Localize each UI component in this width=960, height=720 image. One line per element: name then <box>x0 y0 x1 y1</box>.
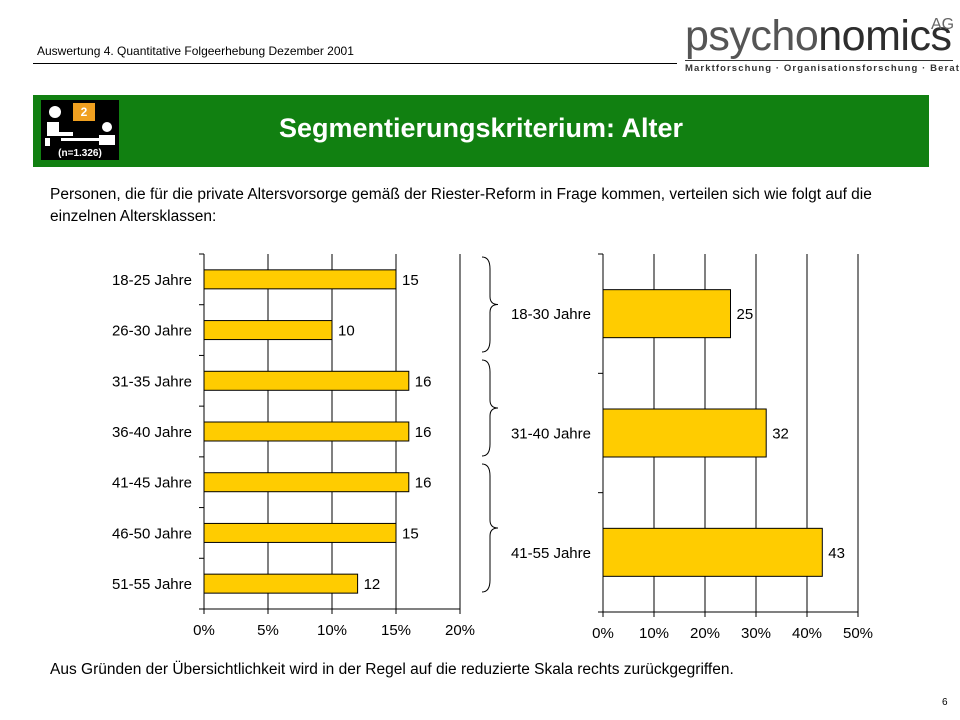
chart2-x-tick-label: 40% <box>792 625 822 642</box>
chart1-bar <box>203 472 410 493</box>
logo-part2: nomics <box>818 12 952 60</box>
chart1-x-tick-label: 10% <box>317 622 347 639</box>
chart1-category-label: 18-25 Jahre <box>112 272 192 289</box>
chart1-x-tick-label: 5% <box>257 622 279 639</box>
logo-tagline: Marktforschung · Organisationsforschung … <box>685 63 960 74</box>
badge-sample-size: (n=1.326) <box>58 148 102 159</box>
chart2-x-tick-label: 50% <box>843 625 873 642</box>
grouping-brace <box>481 256 499 353</box>
chart1-bar <box>203 269 397 290</box>
chart1-category-label: 26-30 Jahre <box>112 323 192 340</box>
meeting-icon <box>45 106 115 146</box>
chart-detailed-age: 0% 5% 10% 15% 20% 18-25 Jahre 15 26-30 Jahre 10 3… <box>112 253 475 639</box>
chart2-bar <box>602 527 823 577</box>
title-banner: 2 (n=1.326) Segmentierungskriterium: Alt… <box>33 95 929 167</box>
chart-reduced-age: 0% 10% 20% 30% 40% 50% 18-30 Jahre 25 31-40 Jahr… <box>511 253 873 642</box>
chart2-category-label: 31-40 Jahre <box>511 426 591 443</box>
grouping-brace <box>481 463 499 593</box>
psychonomics-logo: psychonomics AG Marktforschung · Organis… <box>685 12 960 74</box>
chart2-value-label: 32 <box>772 426 789 443</box>
chart1-value-label: 16 <box>415 475 432 492</box>
logo-part1: psycho <box>685 12 819 60</box>
chart1-bar <box>203 573 359 594</box>
chart1-category-label: 36-40 Jahre <box>112 424 192 441</box>
logo-wordmark: psychonomics <box>685 12 952 60</box>
chart2-x-tick-label: 30% <box>741 625 771 642</box>
chart2-category-label: 18-30 Jahre <box>511 306 591 323</box>
chart2-x-tick-label: 10% <box>639 625 669 642</box>
chart1-bar <box>203 320 333 341</box>
chart1-value-label: 16 <box>415 424 432 441</box>
chart1-value-label: 12 <box>364 576 381 593</box>
chart2-bar <box>602 289 731 339</box>
chart1-x-tick-label: 0% <box>193 622 215 639</box>
header-divider <box>33 63 677 64</box>
chart2-value-label: 43 <box>828 545 845 562</box>
chart1-x-tick-label: 20% <box>445 622 475 639</box>
chart1-bar <box>203 421 410 442</box>
chart1-category-label: 41-45 Jahre <box>112 475 192 492</box>
intro-text: Personen, die für die private Altersvors… <box>50 186 872 225</box>
chart1-value-label: 16 <box>415 373 432 390</box>
chart1-value-label: 15 <box>402 272 419 289</box>
logo-divider <box>685 60 953 61</box>
chart1-category-label: 51-55 Jahre <box>112 576 192 593</box>
chart2-category-label: 41-55 Jahre <box>511 545 591 562</box>
grouping-brace <box>481 359 499 457</box>
chart2-x-tick-label: 0% <box>592 625 614 642</box>
chart1-bar <box>203 370 410 391</box>
page-number: 6 <box>942 697 948 708</box>
sample-badge: 2 (n=1.326) <box>41 100 119 160</box>
grouping-braces <box>481 256 499 593</box>
badge-number: 2 <box>73 103 95 121</box>
chart2-value-label: 25 <box>737 306 754 323</box>
chart1-category-label: 46-50 Jahre <box>112 525 192 542</box>
outro-text: Aus Gründen der Übersichtlichkeit wird i… <box>50 661 734 678</box>
chart1-category-label: 31-35 Jahre <box>112 373 192 390</box>
chart2-bar <box>602 408 767 458</box>
chart2-x-tick-label: 20% <box>690 625 720 642</box>
chart1-x-tick-label: 15% <box>381 622 411 639</box>
chart1-value-label: 10 <box>338 323 355 340</box>
report-subtitle: Auswertung 4. Quantitative Folgeerhebung… <box>37 44 354 58</box>
chart1-value-label: 15 <box>402 525 419 542</box>
logo-ag: AG <box>931 16 955 33</box>
page-title: Segmentierungskriterium: Alter <box>278 113 684 143</box>
chart1-bar <box>203 522 397 543</box>
